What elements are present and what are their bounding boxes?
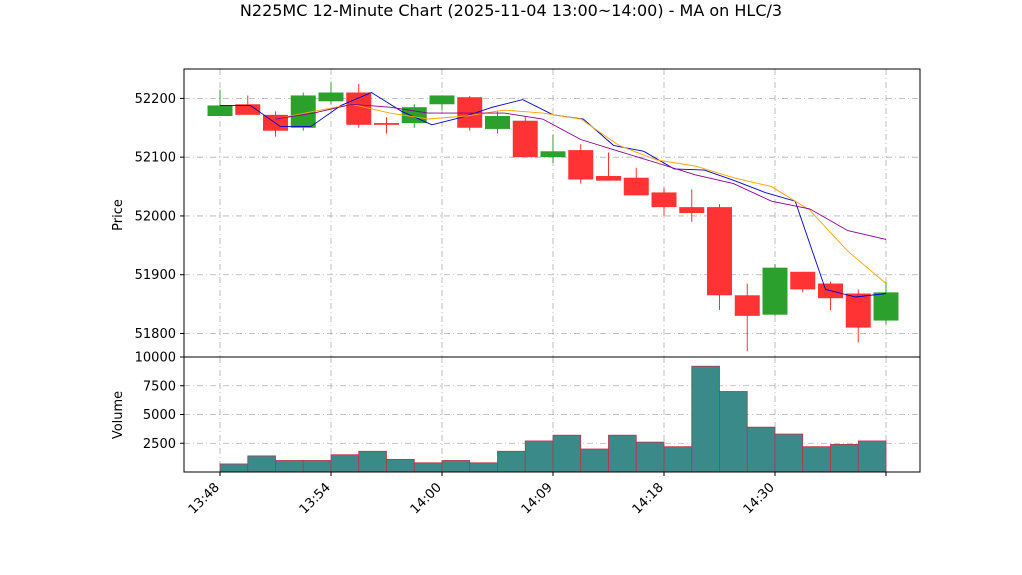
- candle: [790, 271, 816, 293]
- candle: [207, 89, 233, 117]
- candle: [485, 111, 510, 134]
- candle: [540, 134, 566, 164]
- volume-tick-label: 5000: [143, 408, 176, 423]
- candle: [263, 111, 288, 137]
- candle-body: [734, 295, 760, 316]
- volume-bar: [635, 441, 665, 473]
- candle: [401, 104, 427, 128]
- x-tick-label: 14:30: [741, 480, 778, 517]
- candle-body: [762, 267, 788, 315]
- candle-body: [457, 97, 483, 128]
- volume-yticks: 2500 5000 7500 10000: [135, 351, 184, 452]
- candle: [429, 95, 455, 111]
- volume-bar: [524, 440, 554, 473]
- volume-bar: [358, 450, 387, 473]
- moving-average-lines: [220, 91, 887, 298]
- x-axis-ticks: 13:48 13:54 14:00 14:09 14:18 14:30: [186, 472, 887, 517]
- volume-ylabel: Volume: [111, 391, 126, 439]
- candle-body: [596, 175, 621, 181]
- volume-bar: [219, 463, 249, 473]
- volume-tick-label: 2500: [143, 437, 176, 452]
- candle-body: [873, 292, 899, 321]
- volume-bar: [857, 440, 887, 473]
- volume-panel: 2500 5000 7500 10000 Volume: [111, 351, 921, 473]
- volume-bar: [580, 448, 609, 473]
- candle-body: [401, 107, 427, 124]
- candle-body: [568, 150, 594, 180]
- price-tick-label: 52100: [135, 151, 176, 166]
- volume-bar: [497, 450, 526, 473]
- candle-body: [707, 207, 732, 296]
- volume-bar: [608, 434, 637, 473]
- candle-body: [235, 104, 261, 115]
- volume-bar: [552, 434, 582, 473]
- candle-body: [207, 105, 233, 117]
- x-tick-label: 14:18: [630, 480, 667, 517]
- volume-bar: [441, 460, 471, 473]
- candle: [873, 281, 899, 325]
- price-panel: 51800 51900 52000 52100 52200 Price: [111, 68, 921, 358]
- volume-tick-label: 10000: [135, 351, 176, 366]
- volume-tick-label: 7500: [143, 379, 176, 394]
- volume-bar: [719, 391, 748, 473]
- volume-bar: [247, 455, 276, 473]
- ma-slow-line: [275, 103, 887, 240]
- candle-body: [623, 177, 649, 196]
- volume-bar: [386, 458, 415, 473]
- candle: [734, 283, 760, 352]
- candle: [374, 117, 399, 134]
- volume-bar: [746, 426, 776, 473]
- candle-body: [679, 207, 705, 213]
- volume-bar: [275, 460, 304, 473]
- volume-bar: [663, 446, 693, 473]
- x-tick-label: 13:48: [186, 480, 223, 517]
- volume-bar: [330, 454, 360, 473]
- candle: [818, 281, 843, 310]
- price-yticks: 51800 51900 52000 52100 52200: [135, 92, 184, 342]
- candle-body: [374, 123, 399, 125]
- candle-body: [318, 92, 344, 102]
- chart-title: N225MC 12-Minute Chart (2025-11-04 13:00…: [240, 1, 782, 20]
- candle: [679, 189, 705, 222]
- volume-bar: [830, 443, 859, 473]
- volume-bars: [219, 365, 887, 473]
- candle-body: [346, 92, 372, 125]
- candle: [596, 152, 621, 181]
- volume-bar: [302, 460, 332, 473]
- volume-bar: [691, 365, 720, 473]
- candle: [651, 187, 677, 216]
- volume-bar: [469, 462, 498, 473]
- price-ylabel: Price: [111, 199, 126, 231]
- x-tick-label: 13:54: [297, 480, 334, 517]
- candle-body: [845, 293, 871, 328]
- price-tick-label: 51800: [135, 327, 176, 342]
- candle-body: [512, 120, 538, 158]
- volume-bar: [802, 446, 831, 473]
- candle-body: [429, 95, 455, 105]
- x-tick-label: 14:00: [408, 480, 445, 517]
- price-tick-label: 52000: [135, 209, 176, 224]
- volume-bar: [413, 462, 443, 473]
- candle: [318, 81, 344, 105]
- candle: [845, 289, 871, 343]
- candle-body: [485, 116, 510, 129]
- candles: [207, 81, 899, 352]
- ma-mid-line: [275, 103, 887, 284]
- candle: [707, 204, 732, 310]
- candle-body: [651, 192, 677, 208]
- candle: [568, 144, 594, 184]
- price-tick-label: 52200: [135, 92, 176, 107]
- candle-body: [790, 271, 816, 290]
- candle: [762, 264, 788, 316]
- x-tick-label: 14:09: [519, 480, 556, 517]
- candle: [623, 167, 649, 196]
- price-tick-label: 51900: [135, 268, 176, 283]
- candle-body: [540, 151, 566, 158]
- candle: [512, 116, 538, 158]
- volume-bar: [774, 433, 804, 473]
